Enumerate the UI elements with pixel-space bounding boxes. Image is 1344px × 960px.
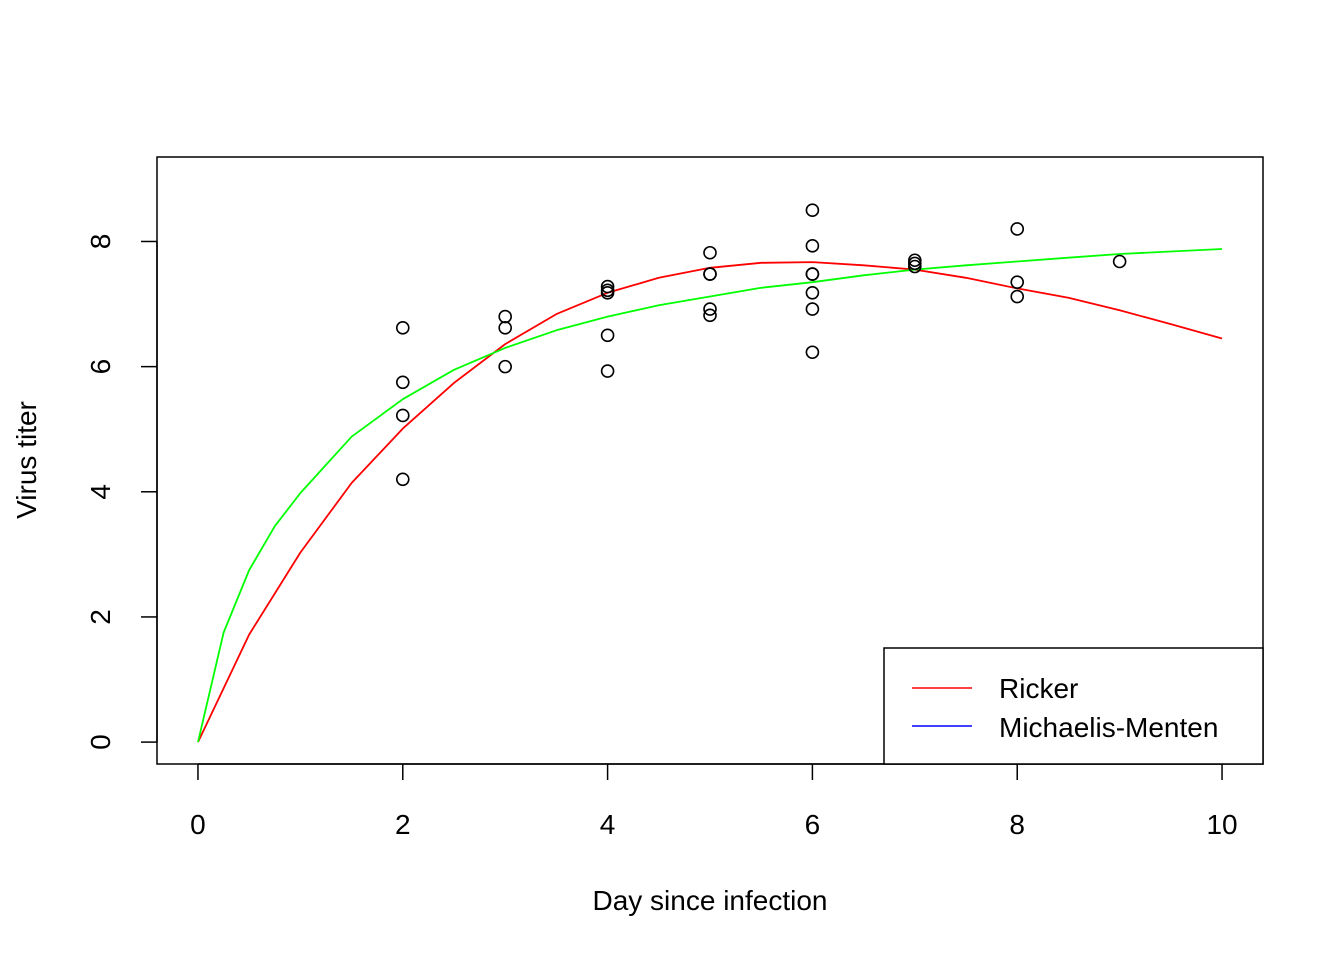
data-point	[805, 267, 820, 281]
data-point	[395, 408, 410, 423]
x-axis-title: Day since infection	[592, 885, 827, 916]
x-tick-label: 4	[600, 809, 616, 840]
data-point	[703, 302, 717, 316]
data-point	[600, 283, 615, 298]
legend: Ricker Michaelis-Menten	[883, 647, 1264, 765]
series-line-michaelis-menten	[197, 248, 1223, 743]
data-point	[498, 321, 512, 335]
y-tick-label: 6	[85, 359, 116, 375]
data-point	[395, 321, 410, 335]
y-tick-label: 0	[85, 734, 116, 750]
points-layer	[395, 203, 1127, 487]
data-point	[703, 245, 717, 260]
y-axis-title: Virus titer	[11, 401, 42, 519]
y-tick-label: 2	[85, 609, 116, 625]
data-point	[600, 279, 615, 294]
data-point	[908, 259, 922, 274]
data-point	[703, 308, 717, 323]
legend-label-michaelis-menten: Michaelis-Menten	[999, 712, 1218, 743]
data-point	[805, 203, 820, 217]
data-point	[498, 309, 512, 324]
data-point	[1112, 254, 1127, 269]
data-point	[395, 472, 410, 487]
x-axis: 0 2 4 6 8 10	[190, 763, 1238, 840]
x-tick-label: 6	[805, 809, 821, 840]
x-tick-label: 2	[395, 809, 411, 840]
data-point	[1010, 222, 1025, 236]
data-point	[703, 267, 717, 281]
data-point	[805, 239, 820, 253]
data-point	[498, 359, 512, 374]
legend-label-ricker: Ricker	[999, 673, 1078, 704]
y-tick-label: 4	[85, 484, 116, 500]
x-tick-label: 0	[190, 809, 206, 840]
data-point	[600, 364, 615, 378]
data-point	[805, 345, 820, 360]
data-point	[600, 328, 615, 343]
data-point	[1010, 275, 1025, 289]
y-axis: 0 2 4 6 8	[85, 234, 158, 750]
data-point	[1010, 289, 1025, 304]
x-tick-label: 10	[1206, 809, 1237, 840]
x-tick-label: 8	[1009, 809, 1025, 840]
data-point	[805, 302, 820, 316]
data-point	[395, 375, 410, 390]
data-point	[805, 285, 820, 300]
legend-box	[883, 647, 1264, 765]
y-tick-label: 8	[85, 234, 116, 250]
